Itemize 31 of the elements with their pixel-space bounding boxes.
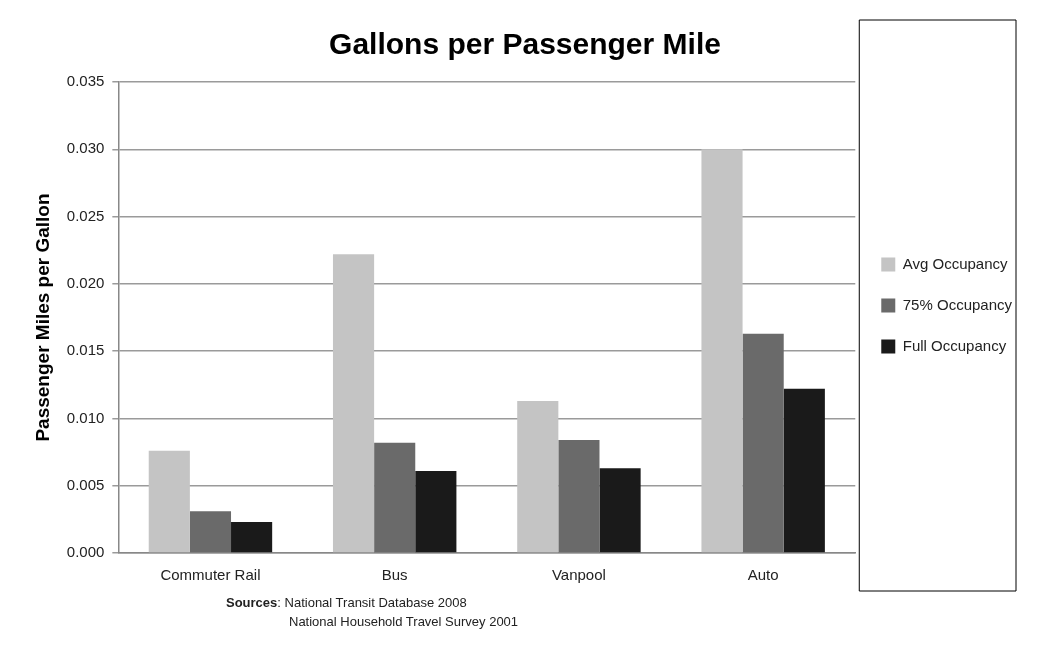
y-axis-title: Passenger Miles per Gallon xyxy=(31,193,53,442)
x-tick-label: Commuter Rail xyxy=(160,566,261,584)
legend-label: Avg Occupancy xyxy=(902,254,1009,272)
y-tick-label: 0.020 xyxy=(66,274,105,291)
text: National Household Travel Survey 2001 xyxy=(289,614,519,629)
bar xyxy=(189,511,232,553)
bar xyxy=(415,470,457,553)
bar xyxy=(742,333,784,553)
bar xyxy=(332,254,375,553)
y-tick-label: 0.035 xyxy=(66,72,105,90)
bar xyxy=(783,388,825,553)
y-tick-label: 0.000 xyxy=(66,543,105,561)
y-tick-label: 0.030 xyxy=(66,139,105,157)
y-tick-label: 0.025 xyxy=(66,206,105,224)
legend-label: 75% Occupancy xyxy=(902,295,1013,313)
x-tick-label: Auto xyxy=(747,566,779,584)
bar xyxy=(374,442,416,553)
bar xyxy=(148,450,190,553)
bar xyxy=(517,400,559,553)
bar xyxy=(701,149,743,553)
bar xyxy=(599,468,641,553)
bar xyxy=(558,439,600,553)
legend-label: Full Occupancy xyxy=(902,336,1007,354)
y-tick-label: 0.010 xyxy=(66,408,105,426)
x-tick-label: Vanpool xyxy=(551,566,606,584)
y-tick-label: 0.005 xyxy=(66,475,105,493)
chart-title: Gallons per Passenger Mile xyxy=(329,27,721,61)
source-note: Sources: National Transit Database 2008 xyxy=(226,595,467,610)
y-tick-label: 0.015 xyxy=(66,341,105,359)
x-tick-label: Bus xyxy=(381,566,408,584)
bar xyxy=(231,522,273,553)
